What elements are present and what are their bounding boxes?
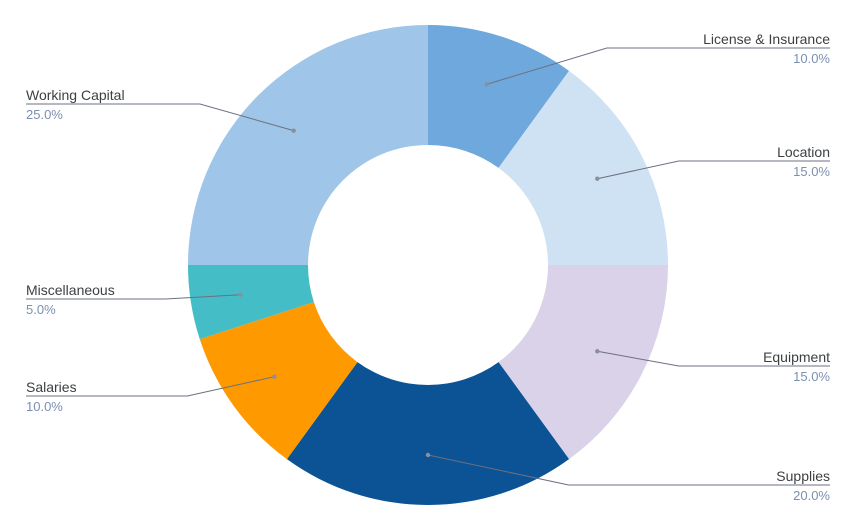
leader-line-equipment [597,350,830,367]
leader-dot-location [595,176,600,181]
slice-percent-equipment: 15.0% [793,369,830,384]
leader-line-working-capital [26,103,294,132]
slice-label-location: Location [777,144,830,160]
slice-percent-license-insurance: 10.0% [793,51,830,66]
leader-dot-miscellaneous [238,292,243,297]
leader-dot-equipment [595,349,600,354]
leader-line-salaries [26,376,275,397]
leader-dot-working-capital [291,128,296,133]
leader-line-miscellaneous [26,294,241,300]
leader-dot-license-insurance [484,82,489,87]
slice-salaries [199,302,358,460]
slice-equipment [498,265,668,460]
slice-label-working-capital: Working Capital [26,87,125,103]
slice-percent-location: 15.0% [793,164,830,179]
leader-line-supplies [427,454,830,486]
leader-line-location [597,160,830,180]
slice-percent-working-capital: 25.0% [26,107,63,122]
slice-percent-salaries: 10.0% [26,399,63,414]
leader-line-license-insurance [486,47,830,85]
leader-dot-salaries [272,374,277,379]
slice-label-supplies: Supplies [776,468,830,484]
slice-percent-miscellaneous: 5.0% [26,302,56,317]
slice-percent-supplies: 20.0% [793,488,830,503]
leader-dot-supplies [425,452,431,458]
slice-location [498,70,668,265]
slice-label-license-insurance: License & Insurance [703,31,830,47]
slice-label-salaries: Salaries [26,379,77,395]
slice-label-miscellaneous: Miscellaneous [26,282,115,298]
slice-license-insurance [428,25,570,168]
slice-miscellaneous [188,265,314,340]
slice-label-equipment: Equipment [763,349,830,365]
slice-supplies [286,362,570,506]
slice-working-capital [188,25,428,265]
